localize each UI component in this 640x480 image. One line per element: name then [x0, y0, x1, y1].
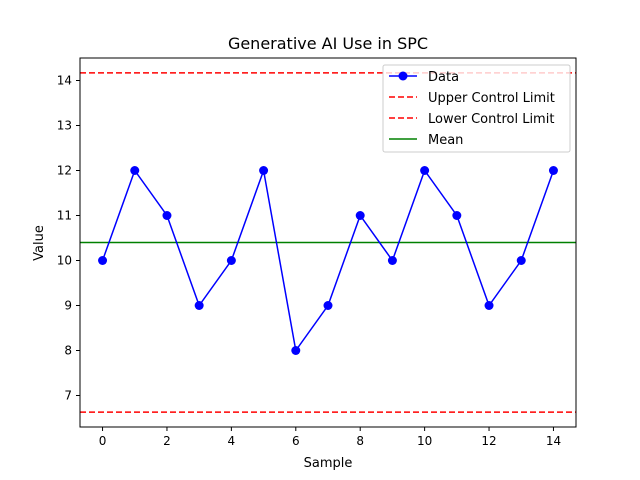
y-tick-label: 8	[64, 344, 72, 358]
data-point	[548, 166, 558, 175]
data-point	[226, 256, 236, 265]
x-tick-label: 2	[163, 434, 171, 448]
y-tick-label: 7	[64, 389, 72, 403]
legend-entry: Mean	[428, 133, 463, 148]
x-tick-label: 10	[417, 434, 432, 448]
y-tick-label: 14	[57, 74, 72, 88]
x-tick-label: 0	[99, 434, 107, 448]
y-tick-label: 9	[64, 299, 72, 313]
y-axis-label: Value	[32, 225, 47, 261]
data-point	[323, 301, 333, 310]
data-point	[516, 256, 526, 265]
legend-marker	[398, 71, 408, 81]
legend-entry: Lower Control Limit	[428, 112, 554, 127]
x-tick-label: 4	[228, 434, 236, 448]
legend-box	[382, 64, 571, 153]
axes-frame	[79, 57, 577, 428]
data-point	[130, 166, 140, 175]
data-point	[387, 256, 397, 265]
data-point	[162, 211, 172, 220]
chart-title: Generative AI Use in SPC	[228, 34, 428, 53]
data-point	[291, 346, 301, 355]
x-tick-label: 6	[292, 434, 300, 448]
plot-area: 0 2 4 6 8 10 12 14 7 8 9 10 11 12 13 14 Data Upper Contro…	[57, 57, 577, 448]
y-tick-label: 10	[57, 254, 72, 268]
x-tick-label: 8	[356, 434, 364, 448]
x-axis-label: Sample	[304, 456, 353, 471]
data-point	[484, 301, 494, 310]
x-tick-label: 14	[546, 434, 561, 448]
data-point	[98, 256, 108, 265]
data-point	[355, 211, 365, 220]
y-tick-label: 11	[57, 209, 72, 223]
y-tick-label: 12	[57, 164, 72, 178]
data-point	[420, 166, 430, 175]
data-point	[194, 301, 204, 310]
data-point	[452, 211, 462, 220]
data-point	[259, 166, 269, 175]
legend-entry: Upper Control Limit	[428, 91, 555, 106]
legend-entry: Data	[428, 70, 459, 85]
x-tick-label: 12	[481, 434, 496, 448]
y-tick-label: 13	[57, 119, 72, 133]
